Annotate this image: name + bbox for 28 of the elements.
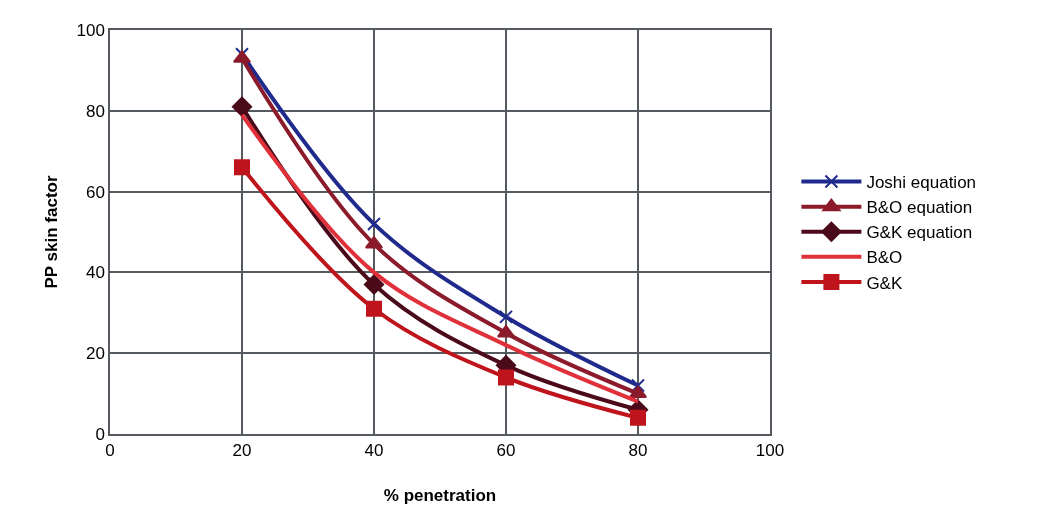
- y-tick-label: 0: [95, 424, 105, 444]
- y-tick-label: 80: [85, 101, 105, 121]
- point: [363, 274, 385, 295]
- y-tick-label: 100: [76, 20, 105, 40]
- point: [367, 216, 381, 231]
- y-tick-label: 40: [85, 263, 105, 283]
- x-axis-title: % penetration: [383, 486, 497, 506]
- point: [234, 159, 250, 176]
- y-tick-label: 20: [85, 344, 105, 364]
- point: [231, 96, 253, 117]
- x-tick-label: 80: [628, 441, 648, 461]
- point: [630, 409, 646, 426]
- legend-label: B&O: [866, 248, 903, 268]
- x-tick-label: 60: [496, 441, 516, 461]
- y-tick-label: 60: [85, 182, 105, 202]
- x-tick-label: 100: [755, 441, 785, 461]
- legend-label: G&K: [866, 273, 903, 293]
- point: [498, 369, 514, 386]
- point: [631, 378, 645, 393]
- x-tick-label: 20: [232, 441, 252, 461]
- legend-label: G&K equation: [866, 223, 973, 243]
- point: [366, 300, 382, 317]
- legend-label: B&O equation: [866, 198, 973, 218]
- x-tick-label: 40: [364, 441, 384, 461]
- y-axis-title: PP skin factor: [41, 175, 61, 289]
- legend-label: Joshi equation: [866, 173, 977, 193]
- point: [499, 309, 513, 324]
- point: [628, 385, 648, 399]
